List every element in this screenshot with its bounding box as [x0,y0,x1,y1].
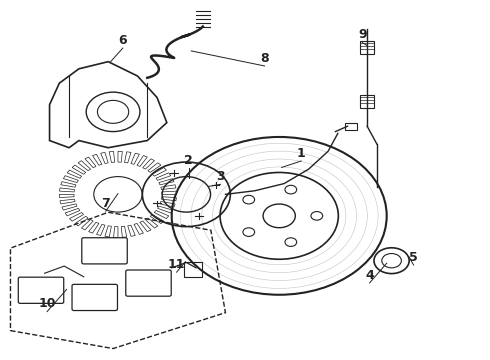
Text: 2: 2 [184,154,193,167]
Text: 9: 9 [358,28,367,41]
Bar [345,123,357,130]
Bar [360,41,374,54]
Text: 4: 4 [365,269,374,282]
Bar [360,95,374,108]
Text: 3: 3 [216,170,225,183]
Text: 8: 8 [260,51,269,64]
Text: 7: 7 [101,197,110,210]
Text: 10: 10 [38,297,56,310]
Bar [184,262,202,277]
Text: 5: 5 [409,251,418,264]
Text: 11: 11 [168,258,185,271]
Text: 6: 6 [119,33,127,47]
Text: 1: 1 [297,147,306,159]
